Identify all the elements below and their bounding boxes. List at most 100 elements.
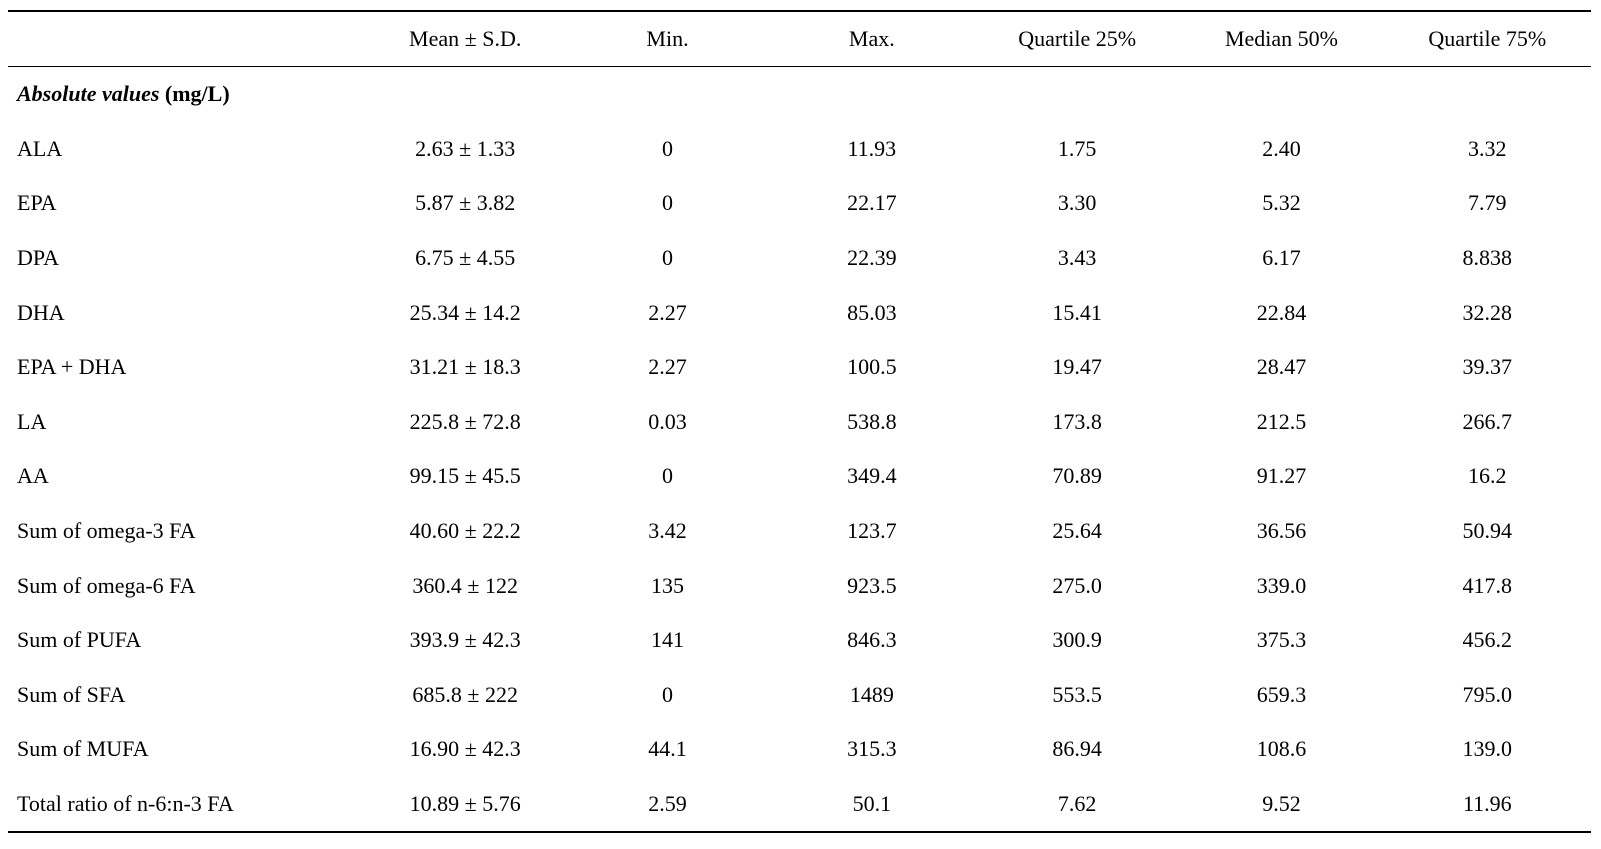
cell-median-50: 212.5 — [1256, 408, 1307, 434]
cell-quartile-25: 25.64 — [1052, 518, 1102, 544]
cell-min: 0.03 — [648, 408, 687, 434]
cell-min: 0 — [661, 245, 673, 271]
table-row: Total ratio of n-6:n-3 FA 10.89 ± 5.76 2.5… — [8, 776, 1591, 834]
cell-quartile-25: 275.0 — [1052, 572, 1102, 598]
header-mean-sd: Mean ± S.D. — [364, 10, 567, 67]
cell-max: 22.39 — [847, 245, 897, 271]
cell-max: 349.4 — [847, 463, 897, 489]
row-label: EPA + DHA — [17, 354, 127, 380]
table-row: Sum of SFA 685.8 ± 222 0 1489 553.5 659.3 795.… — [8, 668, 1591, 723]
cell-quartile-75: 11.96 — [1383, 776, 1591, 834]
cell-median-50: 659.3 — [1256, 681, 1307, 707]
header-min: Min. — [566, 10, 769, 67]
cell-mean-sd: 99.15 ± 45.5 — [409, 463, 521, 489]
table-row: EPA + DHA 31.21 ± 18.3 2.27 100.5 19.47 28.47… — [8, 340, 1591, 395]
cell-quartile-75: 8.838 — [1462, 245, 1513, 271]
cell-quartile-75: 50.94 — [1462, 518, 1513, 544]
cell-quartile-75: 456.2 — [1462, 627, 1513, 653]
header-blank — [8, 10, 365, 67]
cell-min: 135 — [650, 572, 684, 598]
section-heading-italic: Absolute values — [17, 81, 160, 107]
cell-median-50: 2.40 — [1262, 135, 1301, 161]
row-label: DHA — [17, 299, 65, 325]
cell-max: 538.8 — [847, 408, 897, 434]
row-label: Sum of omega-6 FA — [17, 572, 196, 598]
table-row: AA 99.15 ± 45.5 0 349.4 70.89 91.27 16.2 — [8, 449, 1591, 504]
cell-max: 315.3 — [847, 736, 897, 762]
cell-max: 50.1 — [768, 776, 975, 834]
cell-quartile-25: 15.41 — [1052, 299, 1102, 325]
row-label: Sum of PUFA — [17, 627, 142, 653]
cell-quartile-75: 7.79 — [1468, 190, 1507, 216]
cell-median-50: 9.52 — [1179, 776, 1384, 834]
cell-mean-sd: 393.9 ± 42.3 — [409, 627, 521, 653]
cell-max: 100.5 — [847, 354, 897, 380]
cell-max: 846.3 — [847, 627, 897, 653]
cell-max: 22.17 — [847, 190, 897, 216]
table-body: Absolute values (mg/L) ALA 2.63 ± 1.33 0 11… — [8, 67, 1591, 834]
cell-median-50: 36.56 — [1256, 518, 1307, 544]
row-label: ALA — [17, 135, 63, 161]
cell-quartile-25: 86.94 — [1052, 736, 1102, 762]
header-max: Max. — [768, 10, 975, 67]
section-row: Absolute values (mg/L) — [8, 67, 1591, 122]
cell-median-50: 6.17 — [1262, 245, 1301, 271]
cell-min: 141 — [650, 627, 684, 653]
cell-quartile-25: 173.8 — [1052, 408, 1102, 434]
table-row: ALA 2.63 ± 1.33 0 11.93 1.75 2.40 3.32 — [8, 122, 1591, 177]
header-median-50: Median 50% — [1179, 10, 1384, 67]
cell-mean-sd: 6.75 ± 4.55 — [415, 245, 516, 271]
cell-min: 0 — [661, 463, 673, 489]
cell-quartile-25: 70.89 — [1052, 463, 1102, 489]
cell-quartile-25: 1.75 — [1057, 135, 1097, 161]
cell-mean-sd: 16.90 ± 42.3 — [409, 736, 521, 762]
table-row: Sum of PUFA 393.9 ± 42.3 141 846.3 300.9 375.… — [8, 613, 1591, 668]
row-label: DPA — [17, 245, 59, 271]
cell-mean-sd: 40.60 ± 22.2 — [409, 518, 521, 544]
cell-mean-sd: 2.63 ± 1.33 — [415, 135, 516, 161]
cell-quartile-25: 3.43 — [1057, 245, 1097, 271]
cell-mean-sd: 225.8 ± 72.8 — [409, 408, 521, 434]
header-row: Mean ± S.D. Min. Max. Quartile 25% Media… — [8, 10, 1591, 67]
cell-min: 0 — [661, 681, 673, 707]
cell-min: 2.59 — [566, 776, 769, 834]
row-label: Total ratio of n-6:n-3 FA — [8, 776, 365, 834]
header-quartile-75: Quartile 75% — [1383, 10, 1591, 67]
cell-mean-sd: 5.87 ± 3.82 — [415, 190, 516, 216]
table-row: LA 225.8 ± 72.8 0.03 538.8 173.8 212.5 266.7 — [8, 395, 1591, 450]
cell-median-50: 5.32 — [1262, 190, 1301, 216]
cell-mean-sd: 31.21 ± 18.3 — [409, 354, 521, 380]
cell-mean-sd: 685.8 ± 222 — [412, 681, 518, 707]
table-row: DPA 6.75 ± 4.55 0 22.39 3.43 6.17 8.838 — [8, 231, 1591, 286]
table-row: Sum of omega-6 FA 360.4 ± 122 135 923.5 275.… — [8, 558, 1591, 613]
row-label: AA — [17, 463, 49, 489]
cell-median-50: 375.3 — [1256, 627, 1307, 653]
cell-max: 923.5 — [847, 572, 897, 598]
table-row: Sum of omega-3 FA 40.60 ± 22.2 3.42 123.7 25… — [8, 504, 1591, 559]
cell-min: 2.27 — [648, 354, 687, 380]
fatty-acid-statistics-table: Mean ± S.D. Min. Max. Quartile 25% Media… — [8, 10, 1591, 834]
cell-median-50: 339.0 — [1256, 572, 1307, 598]
table-row: EPA 5.87 ± 3.82 0 22.17 3.30 5.32 7.79 — [8, 176, 1591, 231]
cell-quartile-75: 3.32 — [1468, 135, 1507, 161]
table-header: Mean ± S.D. Min. Max. Quartile 25% Media… — [8, 10, 1591, 67]
cell-median-50: 108.6 — [1256, 736, 1307, 762]
table-row: DHA 25.34 ± 14.2 2.27 85.03 15.41 22.84 32.28 — [8, 285, 1591, 340]
cell-max: 1489 — [849, 681, 894, 707]
cell-quartile-25: 300.9 — [1052, 627, 1102, 653]
cell-max: 85.03 — [847, 299, 897, 325]
cell-quartile-25: 3.30 — [1057, 190, 1097, 216]
cell-quartile-75: 139.0 — [1462, 736, 1513, 762]
cell-max: 11.93 — [847, 135, 897, 161]
cell-quartile-75: 266.7 — [1462, 408, 1513, 434]
table-row: Sum of MUFA 16.90 ± 42.3 44.1 315.3 86.94 108… — [8, 722, 1591, 777]
cell-median-50: 22.84 — [1256, 299, 1307, 325]
row-label: EPA — [17, 190, 57, 216]
cell-median-50: 91.27 — [1256, 463, 1307, 489]
cell-quartile-75: 16.2 — [1468, 463, 1507, 489]
header-quartile-25: Quartile 25% — [974, 10, 1180, 67]
cell-min: 0 — [661, 190, 673, 216]
cell-quartile-75: 417.8 — [1462, 572, 1513, 598]
row-label: Sum of MUFA — [17, 736, 149, 762]
